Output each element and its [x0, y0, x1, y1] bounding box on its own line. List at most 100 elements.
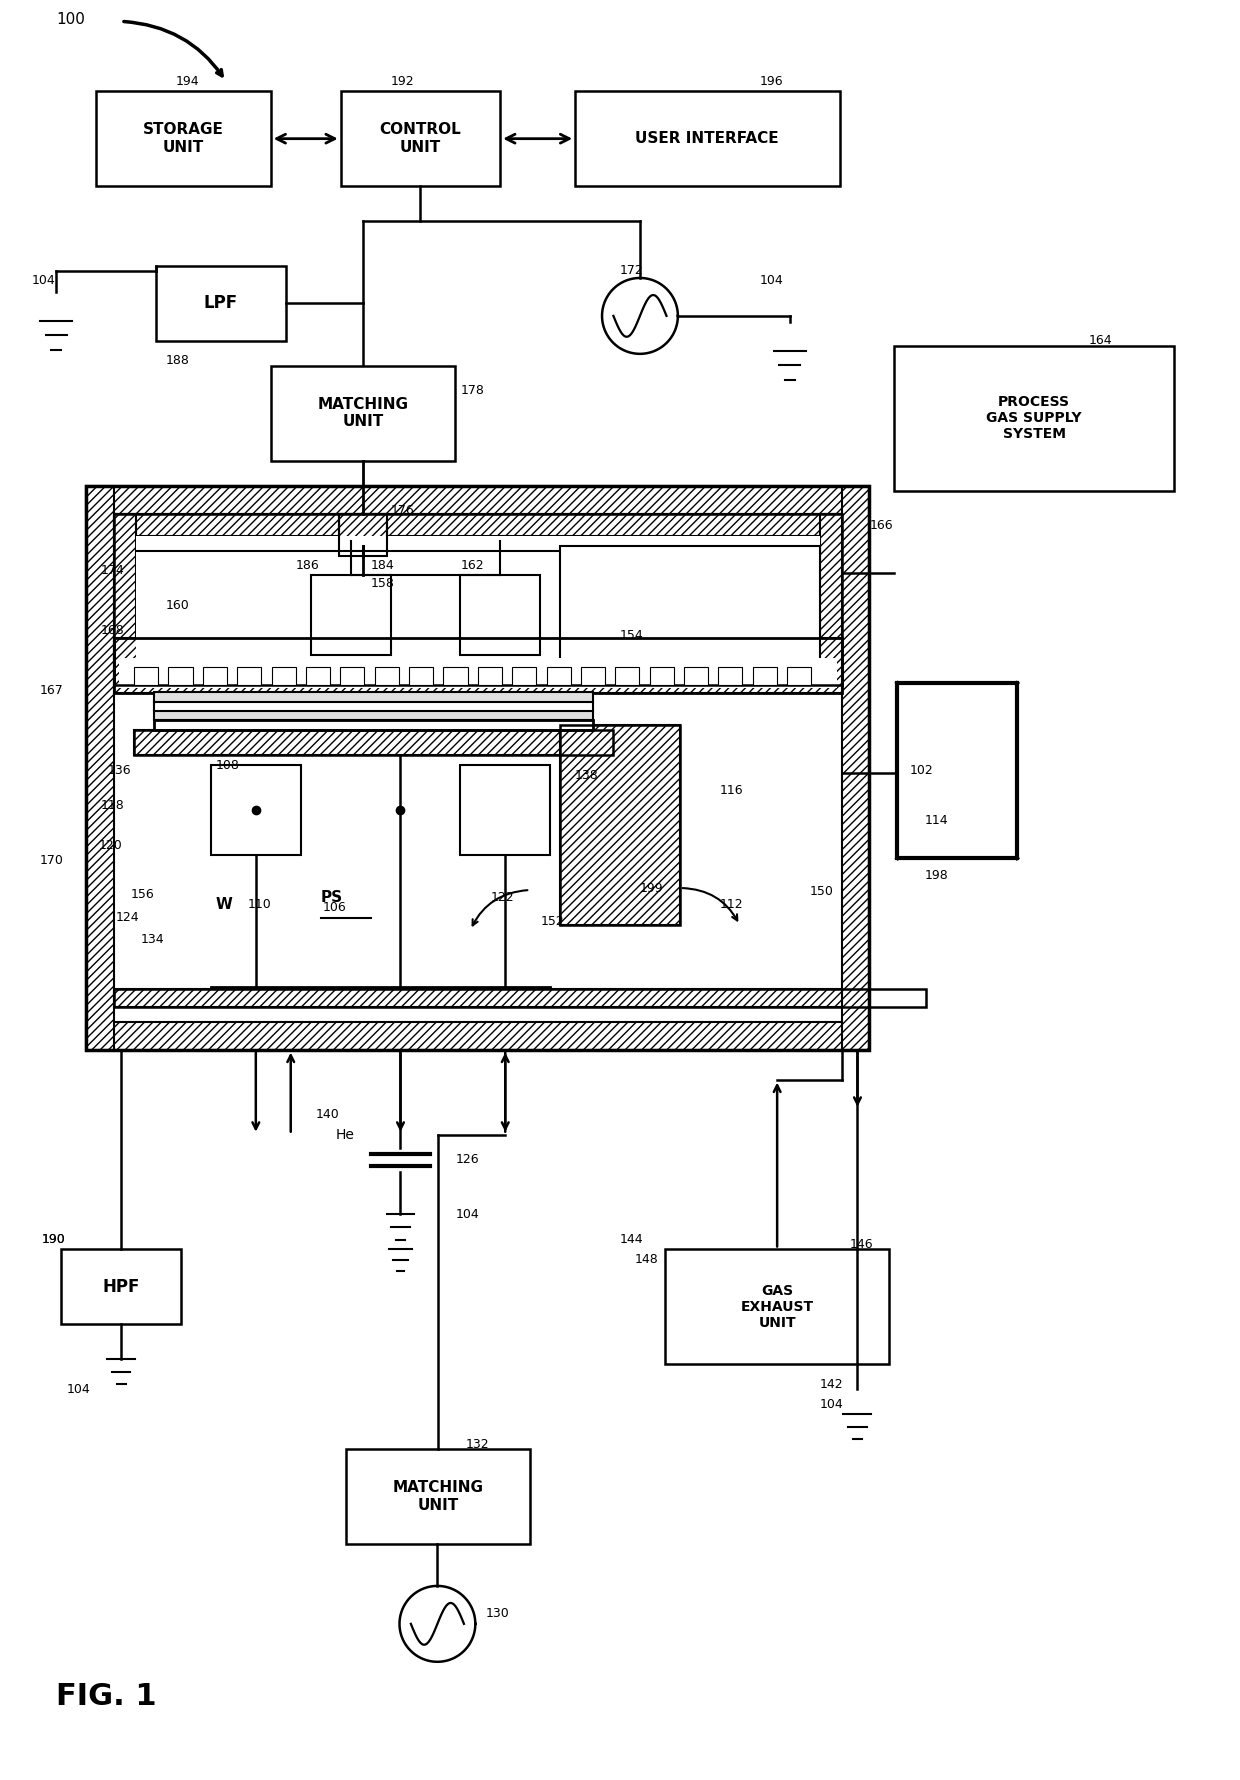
Bar — [894, 345, 1174, 491]
Text: 170: 170 — [40, 854, 63, 867]
Bar — [684, 668, 708, 685]
Bar — [87, 486, 114, 1050]
Text: 174: 174 — [102, 564, 125, 577]
Bar — [154, 701, 593, 712]
Bar — [114, 639, 842, 692]
Text: 172: 172 — [620, 265, 644, 278]
Bar — [339, 514, 387, 555]
Bar — [114, 990, 842, 1007]
Text: He: He — [336, 1127, 355, 1141]
Bar — [575, 91, 839, 187]
Text: FIG. 1: FIG. 1 — [56, 1682, 157, 1711]
Text: 152: 152 — [541, 915, 564, 929]
Text: HPF: HPF — [103, 1278, 140, 1296]
Text: 126: 126 — [455, 1153, 479, 1166]
Text: 158: 158 — [371, 577, 394, 589]
Text: 186: 186 — [295, 559, 320, 571]
Text: PROCESS
GAS SUPPLY
SYSTEM: PROCESS GAS SUPPLY SYSTEM — [986, 395, 1081, 441]
Text: W: W — [216, 897, 233, 913]
Bar — [665, 1250, 889, 1363]
Bar — [560, 545, 820, 675]
Bar — [134, 730, 613, 755]
Bar — [615, 668, 640, 685]
Bar — [512, 668, 536, 685]
Bar — [154, 692, 593, 703]
Bar — [156, 265, 285, 340]
Text: 104: 104 — [66, 1383, 91, 1396]
Text: 124: 124 — [117, 911, 140, 924]
Bar — [460, 575, 541, 655]
Text: GAS
EXHAUST
UNIT: GAS EXHAUST UNIT — [740, 1283, 813, 1330]
Bar — [154, 721, 593, 730]
Text: 176: 176 — [391, 504, 414, 518]
Bar — [898, 684, 1017, 858]
Text: 104: 104 — [820, 1397, 843, 1412]
Bar — [114, 514, 842, 536]
Text: 120: 120 — [99, 838, 123, 851]
Bar — [114, 990, 926, 1007]
Text: 114: 114 — [924, 813, 947, 826]
Text: STORAGE
UNIT: STORAGE UNIT — [143, 123, 224, 155]
Text: 196: 196 — [760, 75, 784, 87]
Bar — [341, 91, 500, 187]
Bar — [753, 668, 777, 685]
Bar — [340, 668, 365, 685]
Text: 112: 112 — [719, 899, 744, 911]
Text: 198: 198 — [924, 869, 949, 881]
Bar — [154, 710, 593, 721]
Text: 178: 178 — [460, 384, 485, 397]
Bar — [339, 514, 387, 555]
Bar — [306, 668, 330, 685]
Text: 160: 160 — [166, 598, 190, 612]
Text: 108: 108 — [216, 758, 239, 773]
Bar — [114, 514, 842, 685]
Text: 188: 188 — [166, 354, 190, 367]
Bar — [560, 724, 680, 926]
Text: 130: 130 — [485, 1607, 510, 1620]
Bar — [842, 486, 869, 1050]
Text: PS: PS — [321, 890, 342, 906]
Text: 144: 144 — [620, 1234, 644, 1246]
Text: USER INTERFACE: USER INTERFACE — [635, 132, 779, 146]
Bar — [87, 486, 869, 1050]
Bar — [169, 668, 192, 685]
Bar — [270, 367, 455, 461]
Text: 156: 156 — [131, 888, 155, 901]
Bar — [237, 668, 262, 685]
Text: 166: 166 — [869, 520, 893, 532]
Text: 104: 104 — [760, 274, 784, 287]
Text: 162: 162 — [460, 559, 484, 571]
Bar — [87, 1022, 869, 1050]
Text: 118: 118 — [102, 799, 125, 812]
Bar — [136, 536, 820, 684]
Text: 148: 148 — [635, 1253, 658, 1266]
Text: 102: 102 — [909, 764, 934, 776]
Bar — [650, 668, 673, 685]
Text: 122: 122 — [490, 892, 513, 904]
Text: 164: 164 — [1089, 335, 1112, 347]
Bar — [119, 659, 837, 689]
Text: 168: 168 — [102, 625, 125, 637]
Text: 194: 194 — [176, 75, 200, 87]
Bar — [409, 668, 433, 685]
Bar — [787, 668, 811, 685]
Bar — [460, 765, 551, 854]
Text: 100: 100 — [56, 12, 86, 27]
Bar — [547, 668, 570, 685]
Text: MATCHING
UNIT: MATCHING UNIT — [317, 397, 408, 429]
Text: 142: 142 — [820, 1378, 843, 1390]
Bar — [97, 91, 270, 187]
Text: 116: 116 — [719, 783, 744, 797]
Bar — [374, 668, 399, 685]
Bar — [203, 668, 227, 685]
Text: 184: 184 — [371, 559, 394, 571]
Text: 140: 140 — [316, 1109, 340, 1121]
Text: 190: 190 — [41, 1234, 64, 1246]
Bar — [272, 668, 295, 685]
Bar — [211, 765, 301, 854]
Text: 138: 138 — [575, 769, 599, 781]
Text: 192: 192 — [391, 75, 414, 87]
Bar — [820, 514, 842, 685]
Bar — [560, 724, 680, 926]
Text: 150: 150 — [810, 885, 833, 899]
